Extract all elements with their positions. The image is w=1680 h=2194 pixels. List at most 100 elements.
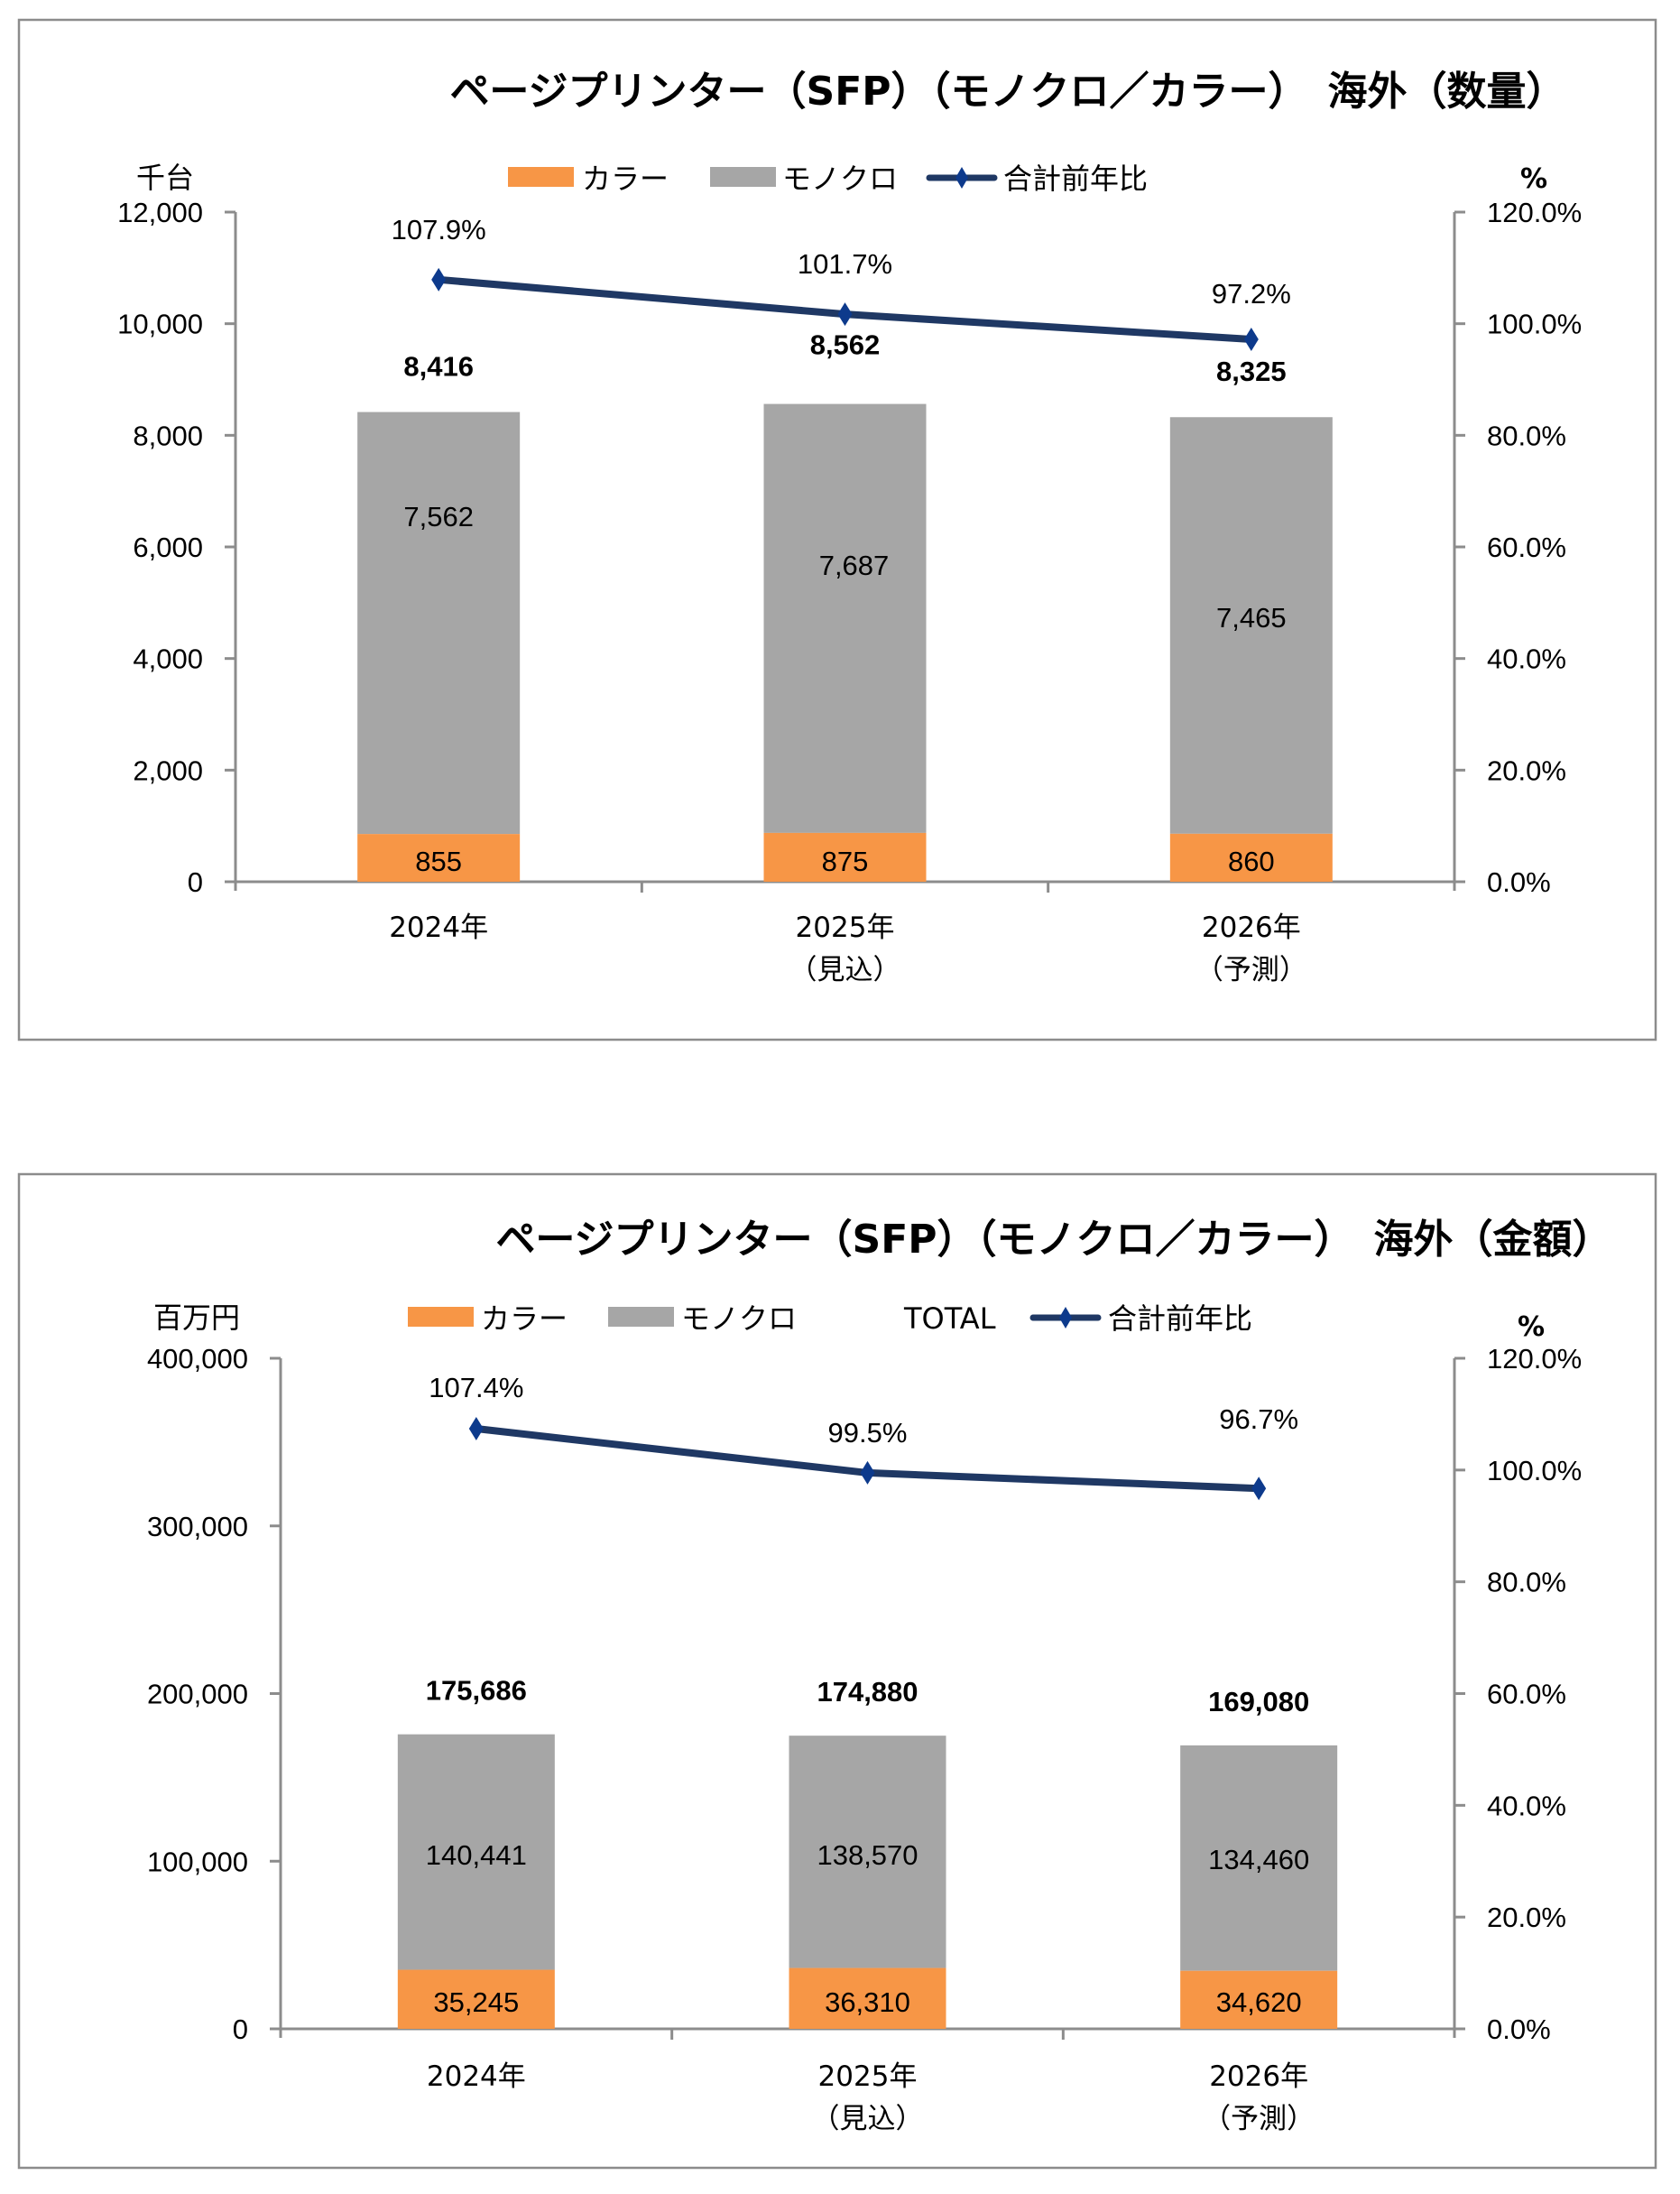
y2-axis-unit: %	[1518, 1311, 1545, 1343]
bar-segment-color	[789, 1967, 946, 2029]
x-tick-label: 2026年	[1202, 912, 1301, 944]
legend-item: カラー	[408, 1301, 568, 1336]
chart-title: ページプリンター（SFP）（モノクロ／カラー） 海外（数量）	[449, 69, 1565, 115]
line-marker	[431, 267, 447, 292]
legend: カラー モノクロ 合計前年比	[508, 162, 1148, 196]
y2-axis-unit: %	[1520, 163, 1547, 195]
y-tick-label: 0	[188, 866, 203, 898]
legend-label: 合計前年比	[1108, 1301, 1252, 1336]
line-marker	[1251, 1477, 1267, 1501]
bar-segment-mono	[397, 1734, 555, 1970]
y-tick-label: 0	[233, 2013, 248, 2045]
line-marker	[468, 1417, 484, 1441]
chart-quantity: ページプリンター（SFP）（モノクロ／カラー） 海外（数量） 千台 % カラー モ…	[17, 18, 1657, 1041]
data-label-mono: 138,570	[817, 1839, 918, 1871]
line-marker	[837, 302, 853, 327]
y2-tick-label: 100.0%	[1487, 309, 1582, 340]
line-marker	[860, 1460, 875, 1485]
y-tick-label: 8,000	[133, 420, 203, 451]
data-label-ratio: 96.7%	[1219, 1403, 1298, 1435]
y2-tick-label: 60.0%	[1487, 532, 1566, 563]
x-tick-label: 2024年	[427, 2060, 526, 2093]
chart-amount: ページプリンター（SFP）（モノクロ／カラー） 海外（金額） 百万円 % カラー…	[17, 1172, 1657, 2170]
bar-segment-color	[1169, 833, 1333, 882]
x-tick-label: 2025年	[818, 2060, 918, 2093]
y2-tick-label: 0.0%	[1487, 2013, 1551, 2045]
data-label-total: 169,080	[1208, 1686, 1309, 1717]
y-tick-label: 300,000	[147, 1511, 248, 1542]
y2-tick-label: 20.0%	[1487, 754, 1566, 786]
y-axis-unit: 千台	[136, 161, 194, 195]
y2-tick-label: 60.0%	[1487, 1679, 1566, 1710]
data-label-mono: 134,460	[1208, 1844, 1309, 1875]
y2-tick-label: 120.0%	[1487, 197, 1582, 228]
y-tick-label: 400,000	[147, 1343, 248, 1375]
legend-label: カラー	[582, 162, 669, 196]
bar-segment-color	[357, 834, 521, 882]
plot-area: 0 100,000 200,000 300,000 400,000 0.0% 20.0% 40…	[147, 1343, 1582, 2135]
y2-tick-label: 40.0%	[1487, 1790, 1566, 1821]
legend-swatch	[408, 1307, 474, 1327]
data-label-color: 35,245	[433, 1986, 519, 2018]
x-tick-label: 2025年	[796, 912, 895, 944]
data-label-ratio: 107.9%	[392, 214, 486, 245]
legend-item: モノクロ	[710, 162, 898, 196]
y-tick-label: 12,000	[117, 197, 203, 228]
x-tick-label: 2024年	[389, 912, 488, 944]
legend-item: 合計前年比	[1029, 1301, 1252, 1336]
bar-segment-color	[397, 1969, 555, 2029]
data-label-total: 175,686	[426, 1675, 527, 1707]
data-label-color: 34,620	[1216, 1986, 1302, 2018]
data-label-total: 174,880	[817, 1676, 918, 1708]
x-tick-label-sub: （見込）	[812, 2103, 924, 2135]
data-label-mono: 140,441	[426, 1839, 527, 1871]
data-label-total: 8,562	[810, 329, 881, 361]
legend-item: モノクロ	[608, 1301, 797, 1336]
legend-marker-icon	[955, 167, 968, 189]
bar-segment-mono	[763, 403, 927, 833]
plot-area: 0 2,000 4,000 6,000 8,000 10,000 12,000 0.0% 20.…	[117, 197, 1582, 986]
y-tick-label: 2,000	[133, 754, 203, 786]
legend-swatch	[710, 167, 776, 187]
data-label-ratio: 101.7%	[798, 248, 892, 280]
legend-label: カラー	[481, 1301, 568, 1336]
data-label-total: 8,325	[1216, 356, 1287, 387]
line-marker	[1243, 327, 1259, 351]
data-label-ratio: 97.2%	[1212, 278, 1291, 310]
y-tick-label: 6,000	[133, 532, 203, 563]
data-label-color: 36,310	[825, 1986, 910, 2018]
data-label-color: 860	[1228, 846, 1275, 877]
data-label-ratio: 99.5%	[828, 1417, 908, 1449]
legend-marker-icon	[1059, 1307, 1072, 1328]
legend-label: 合計前年比	[1003, 162, 1148, 196]
x-tick-label: 2026年	[1209, 2060, 1308, 2093]
y2-tick-label: 80.0%	[1487, 1567, 1566, 1598]
data-label-ratio: 107.4%	[429, 1372, 523, 1403]
data-label-color: 855	[415, 846, 462, 877]
legend-swatch	[608, 1307, 674, 1327]
x-tick-label-sub: （予測）	[1195, 954, 1307, 986]
legend-label: モノクロ	[681, 1301, 797, 1336]
y2-tick-label: 100.0%	[1487, 1455, 1582, 1486]
data-label-color: 875	[822, 846, 869, 877]
legend: カラー モノクロ TOTAL 合計前年比	[408, 1301, 1252, 1336]
legend-item: TOTAL	[903, 1301, 996, 1336]
legend-item: 合計前年比	[926, 162, 1148, 196]
bar-segment-mono	[357, 412, 521, 835]
y-tick-label: 10,000	[117, 309, 203, 340]
bar-segment-mono	[789, 1736, 946, 1968]
bar-segment-color	[763, 832, 927, 882]
y-axis-unit: 百万円	[153, 1301, 240, 1335]
y2-tick-label: 0.0%	[1487, 866, 1551, 898]
legend-item: カラー	[508, 162, 669, 196]
bar-segment-color	[1180, 1970, 1338, 2029]
x-tick-label-sub: （見込）	[789, 954, 901, 986]
x-tick-label-sub: （予測）	[1203, 2103, 1315, 2135]
y2-tick-label: 40.0%	[1487, 643, 1566, 675]
y2-tick-label: 80.0%	[1487, 420, 1566, 451]
data-label-mono: 7,687	[819, 550, 890, 581]
data-label-mono: 7,562	[403, 501, 474, 532]
y-tick-label: 200,000	[147, 1679, 248, 1710]
y-tick-label: 4,000	[133, 643, 203, 675]
